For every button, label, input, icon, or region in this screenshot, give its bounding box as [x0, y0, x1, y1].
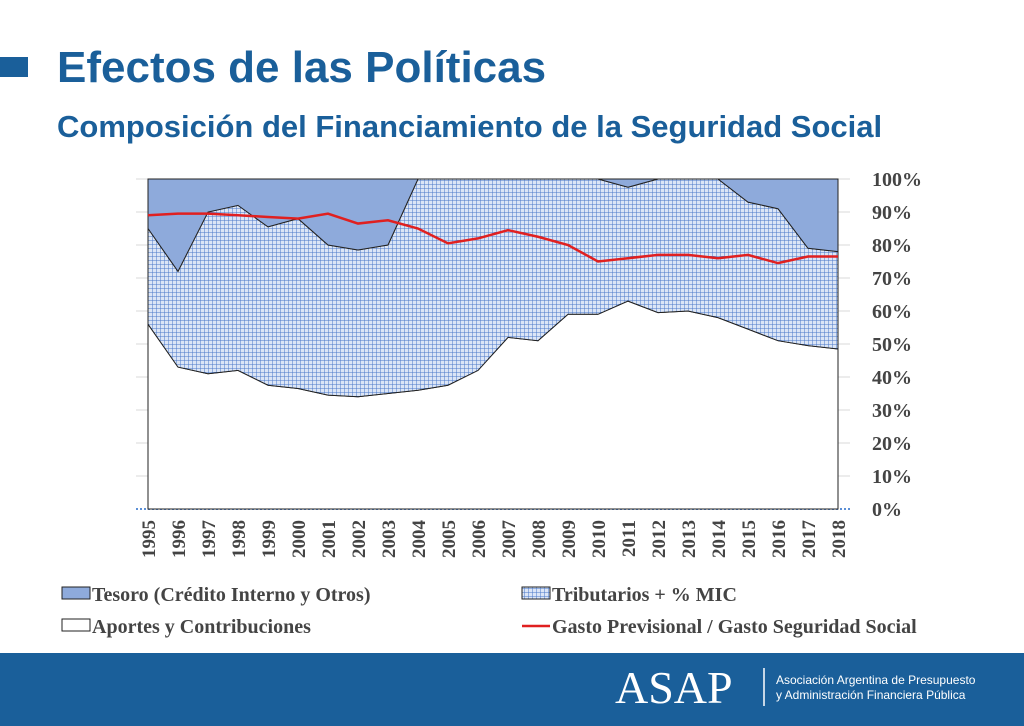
x-tick-label: 2009	[559, 520, 580, 558]
y-tick-label: 90%	[872, 202, 912, 224]
y-tick-label: 60%	[872, 301, 912, 323]
line	[147, 212, 838, 265]
footer-line: y Administración Financiera Pública	[776, 688, 966, 702]
area	[147, 178, 839, 273]
y-tick-label: 40%	[872, 367, 912, 389]
subtitle: Composición del Financiamiento de la Seg…	[57, 109, 882, 144]
x-tick-label: 1995	[139, 520, 160, 558]
x-tick-label: 1998	[229, 520, 250, 558]
x-tick-label: 2001	[319, 520, 340, 558]
header-bar	[0, 57, 28, 77]
x-tick-label: 2012	[649, 520, 670, 558]
x-tick-label: 2016	[769, 520, 790, 558]
x-tick-label: 2011	[619, 520, 640, 557]
y-tick-label: 0%	[872, 499, 902, 521]
x-tick-label: 2013	[679, 520, 700, 558]
y-tick-label: 70%	[872, 268, 912, 290]
y-tick-label: 30%	[872, 400, 912, 422]
legend-label: Tesoro (Crédito Interno y Otros)	[92, 584, 371, 606]
x-tick-label: 2000	[289, 520, 310, 558]
legend-swatch	[61, 586, 91, 600]
y-tick-label: 10%	[872, 466, 912, 488]
legend-label: Aportes y Contribuciones	[92, 616, 311, 638]
x-tick-label: 2015	[739, 520, 760, 558]
y-tick-label: 80%	[872, 235, 912, 257]
x-tick-label: 1999	[259, 520, 280, 558]
x-tick-label: 2004	[409, 520, 430, 559]
y-tick-label: 100%	[872, 169, 922, 191]
legend-label: Gasto Previsional / Gasto Seguridad Soci…	[552, 616, 917, 638]
x-tick-label: 1996	[169, 520, 190, 558]
x-tick-label: 2003	[379, 520, 400, 558]
footer	[0, 653, 1024, 726]
x-tick-label: 2014	[709, 520, 730, 559]
x-tick-label: 2017	[799, 520, 820, 559]
x-tick-label: 2010	[589, 520, 610, 558]
logo: ASAP	[615, 662, 733, 713]
y-tick-label: 50%	[872, 334, 912, 356]
x-tick-label: 2018	[829, 520, 850, 558]
x-tick-label: 2006	[469, 520, 490, 558]
title: Efectos de las Políticas	[57, 43, 546, 92]
chart: 0% 10% 20% 30% 40% 50% 60% 70% 80% 90% 100% 1995 199…	[61, 169, 922, 638]
legend-swatch	[61, 618, 91, 632]
y-tick-label: 20%	[872, 433, 912, 455]
x-tick-label: 2002	[349, 520, 370, 558]
footer-line: Asociación Argentina de Presupuesto	[776, 673, 976, 687]
x-tick-label: 1997	[199, 520, 220, 559]
x-tick-label: 2005	[439, 520, 460, 558]
legend-swatch	[521, 586, 551, 600]
x-tick-label: 2007	[499, 520, 520, 559]
legend-label: Tributarios + % MIC	[552, 584, 737, 606]
x-tick-label: 2008	[529, 520, 550, 558]
